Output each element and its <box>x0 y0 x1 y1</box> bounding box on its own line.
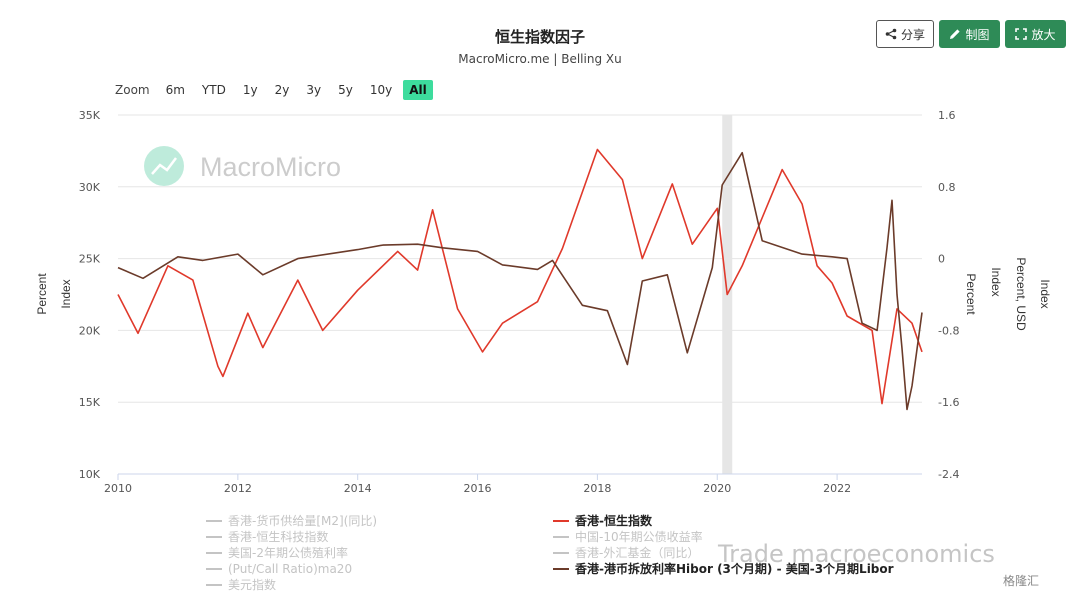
y-right-tick-label: -1.6 <box>938 396 959 409</box>
draw-label: 制图 <box>965 27 990 42</box>
source-badge: 格隆汇 <box>1003 574 1040 588</box>
share-label: 分享 <box>900 27 925 42</box>
draw-button[interactable]: 制图 <box>939 20 1000 48</box>
zoom-range-selector: Zoom 6m YTD 1y 2y 3y 5y 10y All <box>115 79 438 101</box>
y-left-tick-label: 35K <box>79 109 101 122</box>
legend-left: 香港-货币供给量[M2](同比) 香港-恒生科技指数 美国-2年期公债殖利率 (… <box>206 513 377 592</box>
trade-watermark: Trade macroeconomics <box>718 540 995 568</box>
y-right-tick-label: 1.6 <box>938 109 956 122</box>
y-left-tick-label: 10K <box>79 468 101 481</box>
series-line-hibor-libor <box>117 151 923 411</box>
legend-item-hibor-libor[interactable]: 香港-港币拆放利率Hibor (3个月期) - 美国-3个月期Libor <box>553 561 894 576</box>
legend-item-hk-m2-label: 香港-货币供给量[M2](同比) <box>228 514 378 528</box>
zoom-1y-button[interactable]: 1y <box>242 83 258 97</box>
zoom-button[interactable]: 放大 <box>1005 20 1066 48</box>
y-right-tick-label: -0.8 <box>938 324 959 337</box>
legend-item-hsi-label: 香港-恒生指数 <box>575 514 652 528</box>
legend-item-hsi[interactable]: 香港-恒生指数 <box>553 513 894 528</box>
legend-item-hk-fx-fund[interactable]: 香港-外汇基金（同比） <box>553 545 894 560</box>
x-tick-label: 2010 <box>104 482 132 495</box>
legend-item-dxy-label: 美元指数 <box>228 578 277 592</box>
legend-item-hibor-libor-label: 香港-港币拆放利率Hibor (3个月期) - 美国-3个月期Libor <box>575 562 894 576</box>
right-axis-title-index: Index <box>989 267 1003 296</box>
y-left-tick-label: 25K <box>79 253 101 266</box>
y-right-tick-label: -2.4 <box>938 468 959 481</box>
right-axis-title-percent-usd: Percent, USD <box>1014 257 1028 331</box>
brand-watermark-text: MacroMicro <box>200 152 341 182</box>
left-axis-title-index: Index <box>59 279 73 308</box>
x-tick-label: 2016 <box>464 482 492 495</box>
zoom-all-button[interactable]: All <box>403 80 433 100</box>
right-axis-title-index-2: Index <box>1038 279 1052 308</box>
legend-item-dxy[interactable]: 美元指数 <box>206 577 377 592</box>
x-tick-label: 2018 <box>583 482 611 495</box>
zoom-3y-button[interactable]: 3y <box>306 83 322 97</box>
right-axis-title-percent: Percent <box>964 273 978 315</box>
axis-titles: Percent Index Percent Index Percent, USD… <box>35 257 1052 331</box>
zoom-2y-button[interactable]: 2y <box>274 83 290 97</box>
legend-item-hk-fx-fund-label: 香港-外汇基金（同比） <box>575 546 700 560</box>
legend-item-cn-10y-label: 中国-10年期公债收益率 <box>575 530 703 544</box>
y-left-tick-label: 20K <box>79 324 101 337</box>
legend-item-put-call[interactable]: (Put/Call Ratio)ma20 <box>206 561 377 576</box>
x-tick-label: 2012 <box>224 482 252 495</box>
zoom-5y-button[interactable]: 5y <box>338 83 353 97</box>
chart-title: 恒生指数因子 <box>494 28 585 46</box>
pencil-icon <box>950 29 961 39</box>
legend-right: 香港-恒生指数 中国-10年期公债收益率 香港-外汇基金（同比） 香港-港币拆放… <box>553 513 894 576</box>
expand-icon <box>1015 28 1028 40</box>
y-right-tick-label: 0.8 <box>938 181 956 194</box>
left-axis-title-percent: Percent <box>35 273 49 315</box>
legend-item-hstech[interactable]: 香港-恒生科技指数 <box>206 529 377 544</box>
zoom-label: 放大 <box>1031 27 1056 42</box>
legend-item-hk-m2[interactable]: 香港-货币供给量[M2](同比) <box>206 513 377 528</box>
zoom-10y-button[interactable]: 10y <box>369 83 393 97</box>
series-line-hsi <box>117 148 923 405</box>
share-icon <box>885 28 897 40</box>
legend-item-put-call-label: (Put/Call Ratio)ma20 <box>228 561 353 576</box>
zoom-6m-button[interactable]: 6m <box>165 83 185 97</box>
x-tick-label: 2020 <box>703 482 731 495</box>
x-tick-label: 2022 <box>823 482 851 495</box>
share-button[interactable]: 分享 <box>876 20 934 48</box>
legend-item-cn-10y[interactable]: 中国-10年期公债收益率 <box>553 529 894 544</box>
zoom-ytd-button[interactable]: YTD <box>201 83 226 97</box>
legend-item-us-2y-label: 美国-2年期公债殖利率 <box>228 546 348 560</box>
y-left-tick-label: 30K <box>79 181 101 194</box>
zoom-title: Zoom <box>115 83 150 97</box>
chart-subtitle: MacroMicro.me | Belling Xu <box>458 52 622 66</box>
brand-watermark: MacroMicro <box>144 146 341 186</box>
legend-item-us-2y[interactable]: 美国-2年期公债殖利率 <box>206 545 377 560</box>
x-tick-label: 2014 <box>344 482 372 495</box>
y-left-tick-label: 15K <box>79 396 101 409</box>
y-right-tick-label: 0 <box>938 253 945 266</box>
legend-item-hstech-label: 香港-恒生科技指数 <box>228 530 329 544</box>
